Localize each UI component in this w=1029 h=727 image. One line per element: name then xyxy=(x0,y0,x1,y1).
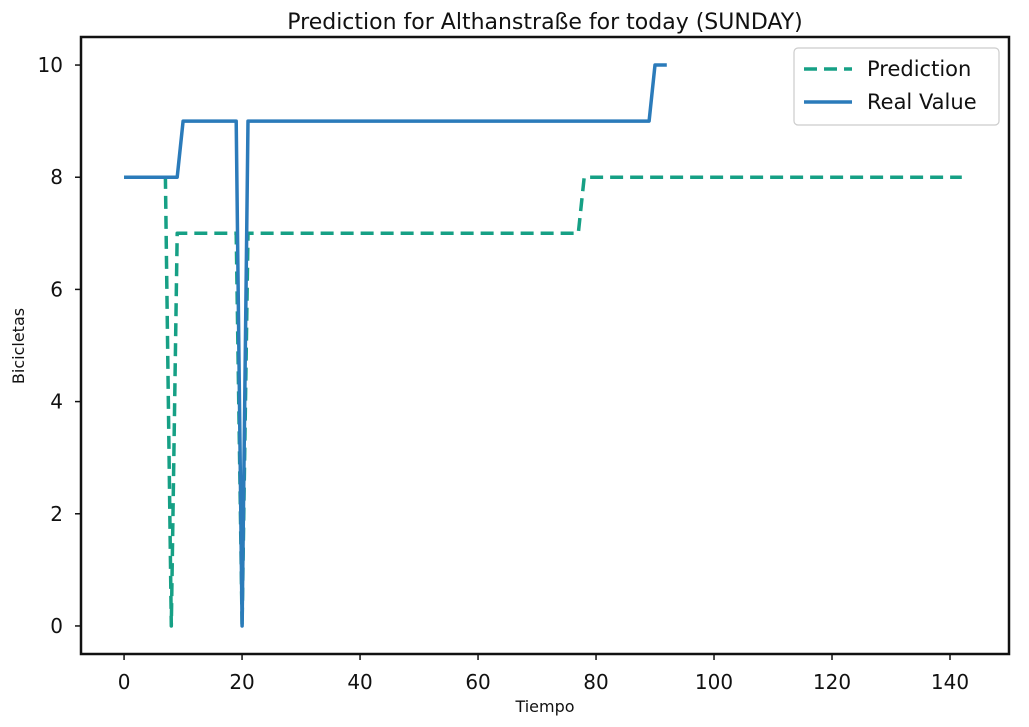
legend-label: Real Value xyxy=(867,90,977,114)
legend-label: Prediction xyxy=(867,57,971,81)
x-tick-label: 0 xyxy=(118,670,131,694)
x-tick-label: 20 xyxy=(229,670,254,694)
y-tick-label: 2 xyxy=(50,502,63,526)
y-axis-label: Bicicletas xyxy=(9,308,28,384)
series-line-prediction xyxy=(124,175,962,628)
chart-title: Prediction for Althanstraße for today (S… xyxy=(287,10,803,35)
plot-area xyxy=(79,35,1011,656)
series-line-real-value xyxy=(124,63,667,628)
x-tick-label: 100 xyxy=(695,670,733,694)
x-tick-label: 60 xyxy=(465,670,490,694)
y-tick-label: 10 xyxy=(38,53,63,77)
x-axis-label: Tiempo xyxy=(514,697,574,716)
x-tick-label: 140 xyxy=(931,670,969,694)
x-tick-label: 40 xyxy=(347,670,372,694)
legend: Prediction Real Value xyxy=(793,47,1000,126)
x-tick-label: 80 xyxy=(583,670,608,694)
y-tick-label: 6 xyxy=(50,277,63,301)
y-tick-label: 8 xyxy=(50,165,63,189)
y-tick-label: 0 xyxy=(50,614,63,638)
x-axis: 0 20 40 60 80 100 120 140 xyxy=(118,654,969,694)
series-layer xyxy=(124,63,962,628)
y-axis: 0 2 4 6 8 10 xyxy=(38,53,81,638)
y-tick-label: 4 xyxy=(50,390,63,414)
x-tick-label: 120 xyxy=(813,670,851,694)
